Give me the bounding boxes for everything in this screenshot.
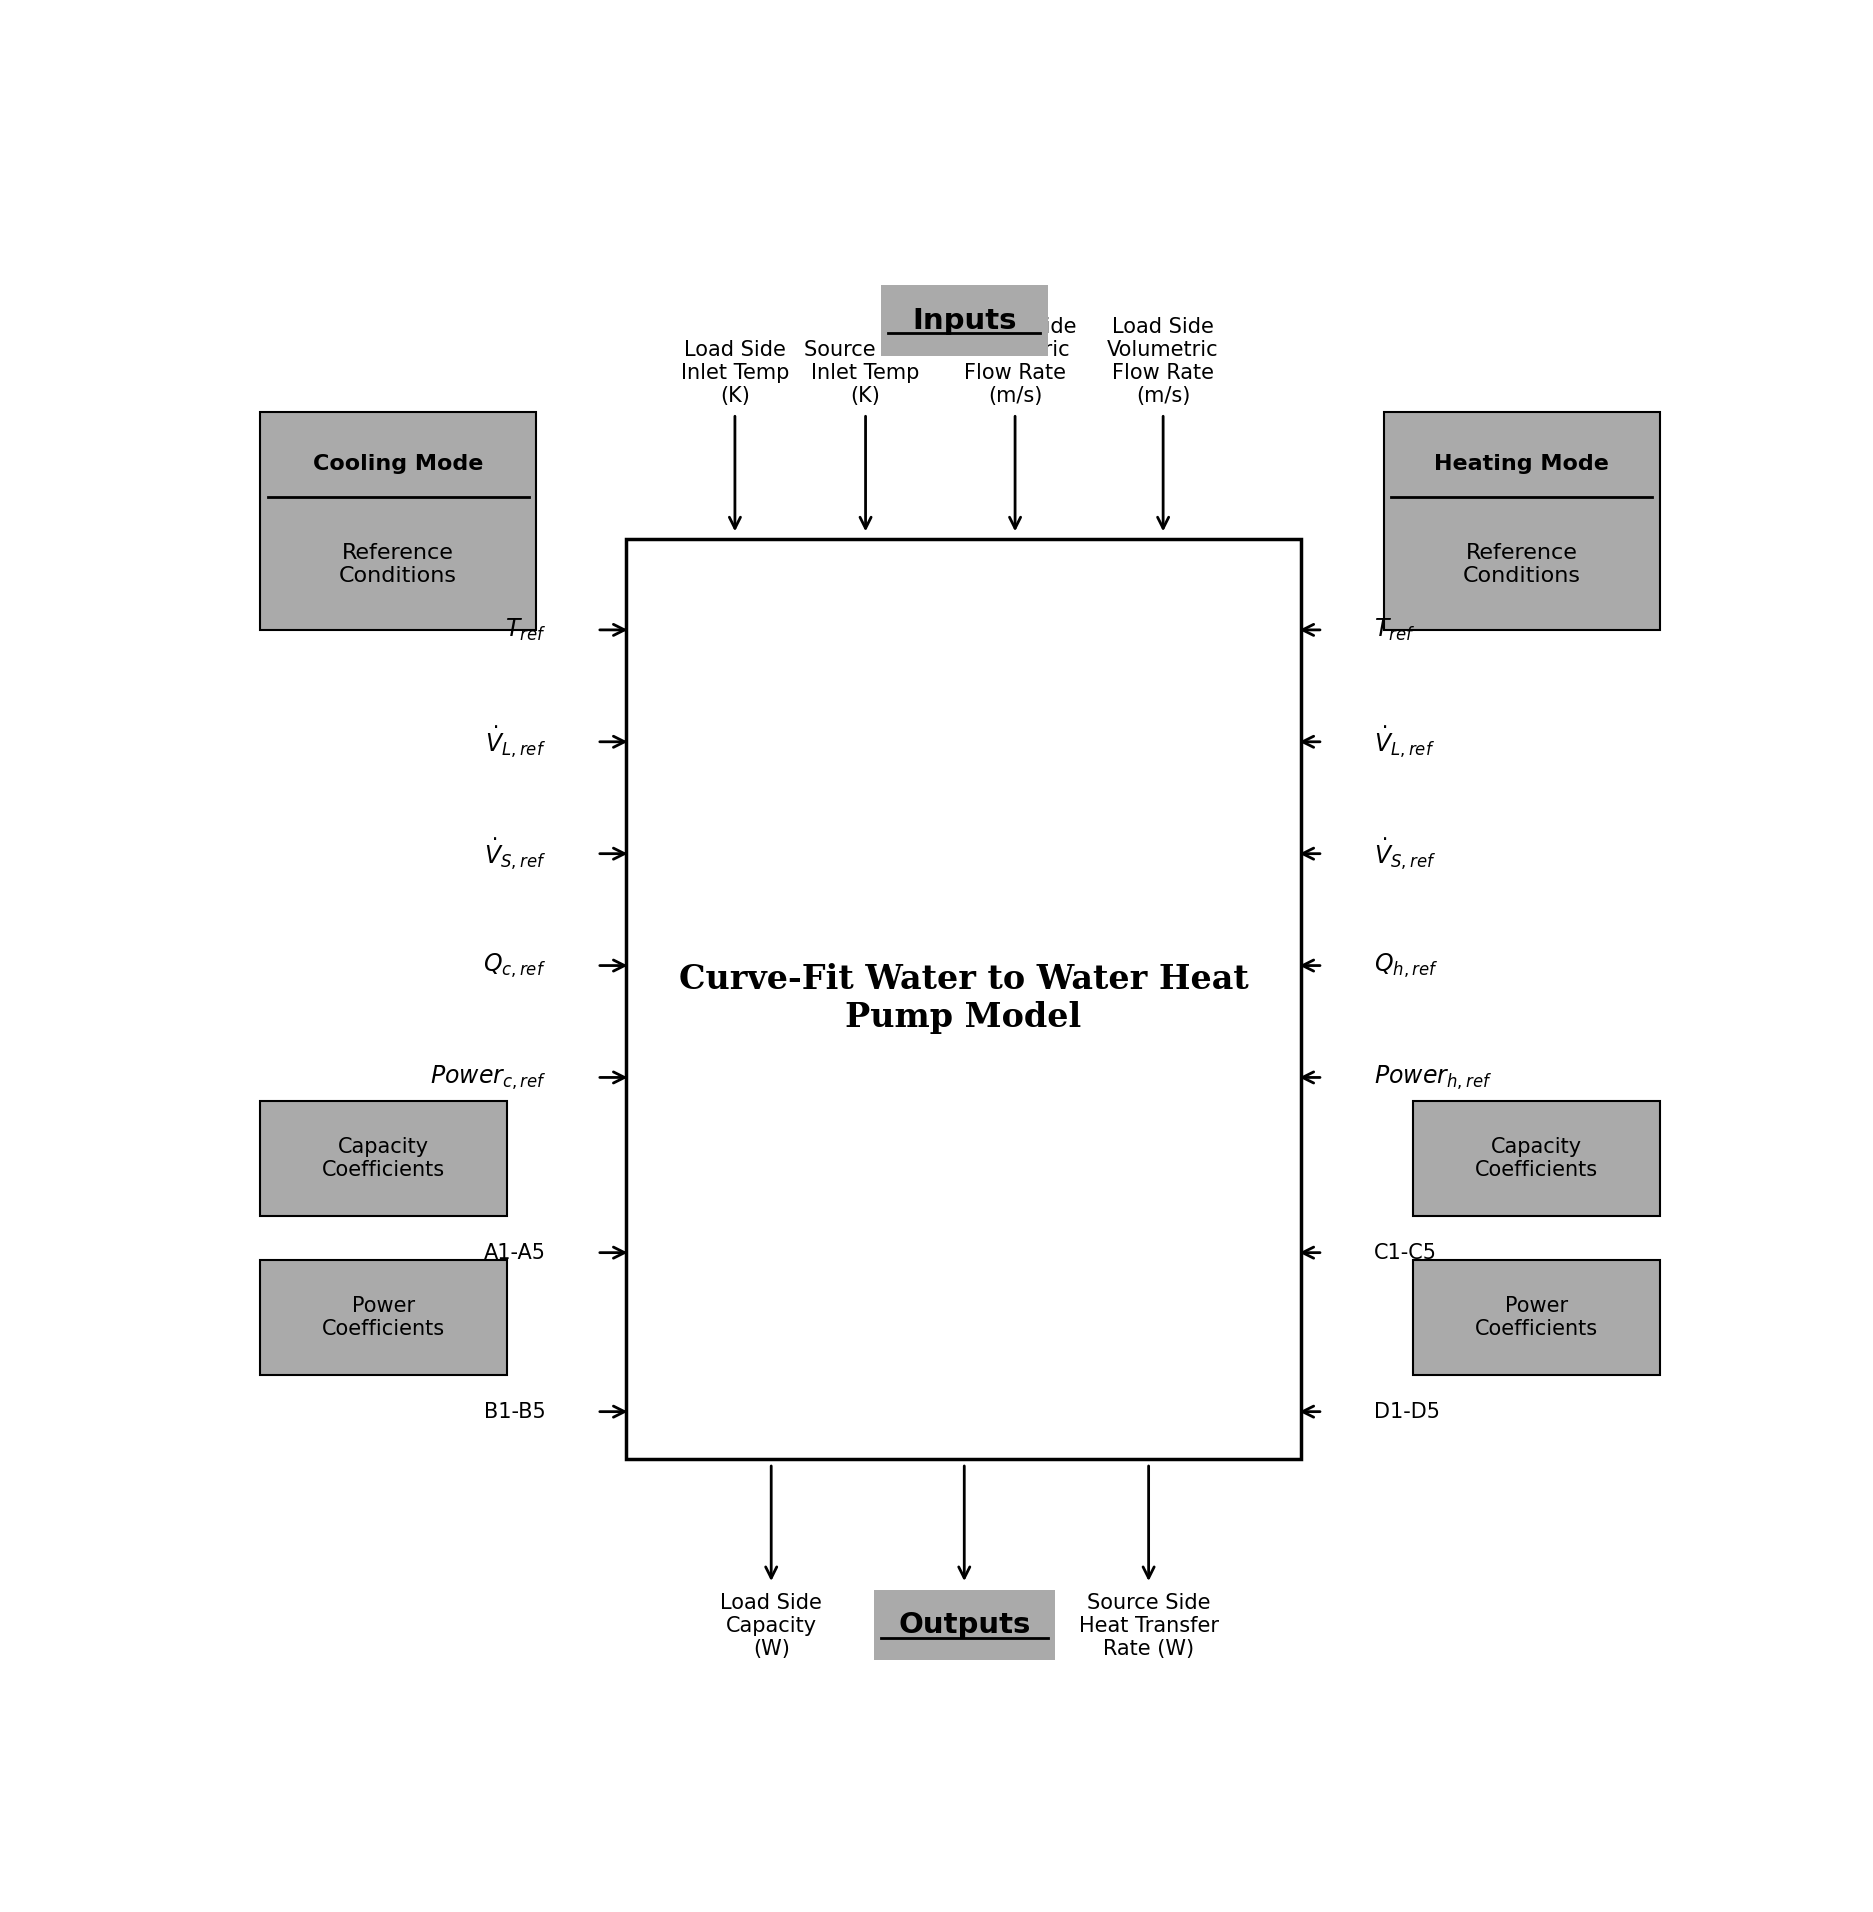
FancyBboxPatch shape bbox=[880, 285, 1047, 356]
Text: B1-B5: B1-B5 bbox=[485, 1401, 547, 1423]
Text: Power
Coefficients: Power Coefficients bbox=[1474, 1296, 1598, 1338]
Text: Cooling Mode: Cooling Mode bbox=[313, 455, 483, 474]
FancyBboxPatch shape bbox=[260, 1260, 508, 1375]
Text: Inputs: Inputs bbox=[912, 306, 1017, 335]
Text: $Power_{h,ref}$: $Power_{h,ref}$ bbox=[1373, 1063, 1491, 1092]
FancyBboxPatch shape bbox=[260, 411, 536, 629]
Text: Heating Mode: Heating Mode bbox=[1435, 455, 1609, 474]
Text: Reference
Conditions: Reference Conditions bbox=[339, 543, 457, 587]
FancyBboxPatch shape bbox=[1412, 1260, 1659, 1375]
Text: Capacity
Coefficients: Capacity Coefficients bbox=[1474, 1138, 1598, 1180]
Text: Outputs: Outputs bbox=[897, 1612, 1030, 1639]
Text: Curve-Fit Water to Water Heat
Pump Model: Curve-Fit Water to Water Heat Pump Model bbox=[678, 964, 1249, 1034]
Text: $Q_{h,ref}$: $Q_{h,ref}$ bbox=[1373, 952, 1438, 979]
Text: Reference
Conditions: Reference Conditions bbox=[1463, 543, 1581, 587]
Text: $T_{ref}$: $T_{ref}$ bbox=[506, 618, 547, 642]
Text: Power Input
(W): Power Input (W) bbox=[903, 1593, 1026, 1637]
FancyBboxPatch shape bbox=[260, 1101, 508, 1216]
Text: $T_{ref}$: $T_{ref}$ bbox=[1373, 618, 1414, 642]
Text: Power
Coefficients: Power Coefficients bbox=[322, 1296, 446, 1338]
Text: Source Side
Heat Transfer
Rate (W): Source Side Heat Transfer Rate (W) bbox=[1079, 1593, 1219, 1660]
Text: $\dot{V}_{S,ref}$: $\dot{V}_{S,ref}$ bbox=[483, 836, 547, 872]
Text: $\dot{V}_{L,ref}$: $\dot{V}_{L,ref}$ bbox=[485, 725, 547, 759]
Text: Source Side
Inlet Temp
(K): Source Side Inlet Temp (K) bbox=[804, 340, 927, 405]
Text: $\dot{V}_{L,ref}$: $\dot{V}_{L,ref}$ bbox=[1373, 725, 1435, 759]
Text: C1-C5: C1-C5 bbox=[1373, 1243, 1437, 1262]
Text: Load Side
Volumetric
Flow Rate
(m/s): Load Side Volumetric Flow Rate (m/s) bbox=[1107, 317, 1219, 405]
Text: $\dot{V}_{S,ref}$: $\dot{V}_{S,ref}$ bbox=[1373, 836, 1437, 872]
Text: D1-D5: D1-D5 bbox=[1373, 1401, 1440, 1423]
Text: Load Side
Capacity
(W): Load Side Capacity (W) bbox=[721, 1593, 822, 1660]
Text: Load Side
Inlet Temp
(K): Load Side Inlet Temp (K) bbox=[680, 340, 789, 405]
FancyBboxPatch shape bbox=[626, 539, 1302, 1459]
FancyBboxPatch shape bbox=[1384, 411, 1659, 629]
Text: A1-A5: A1-A5 bbox=[485, 1243, 547, 1262]
FancyBboxPatch shape bbox=[873, 1589, 1054, 1660]
Text: Source Side
Volumetric
Flow Rate
(m/s): Source Side Volumetric Flow Rate (m/s) bbox=[953, 317, 1077, 405]
Text: $Q_{c,ref}$: $Q_{c,ref}$ bbox=[483, 952, 547, 979]
Text: $Power_{c,ref}$: $Power_{c,ref}$ bbox=[429, 1063, 547, 1092]
FancyBboxPatch shape bbox=[1412, 1101, 1659, 1216]
Text: Capacity
Coefficients: Capacity Coefficients bbox=[322, 1138, 446, 1180]
